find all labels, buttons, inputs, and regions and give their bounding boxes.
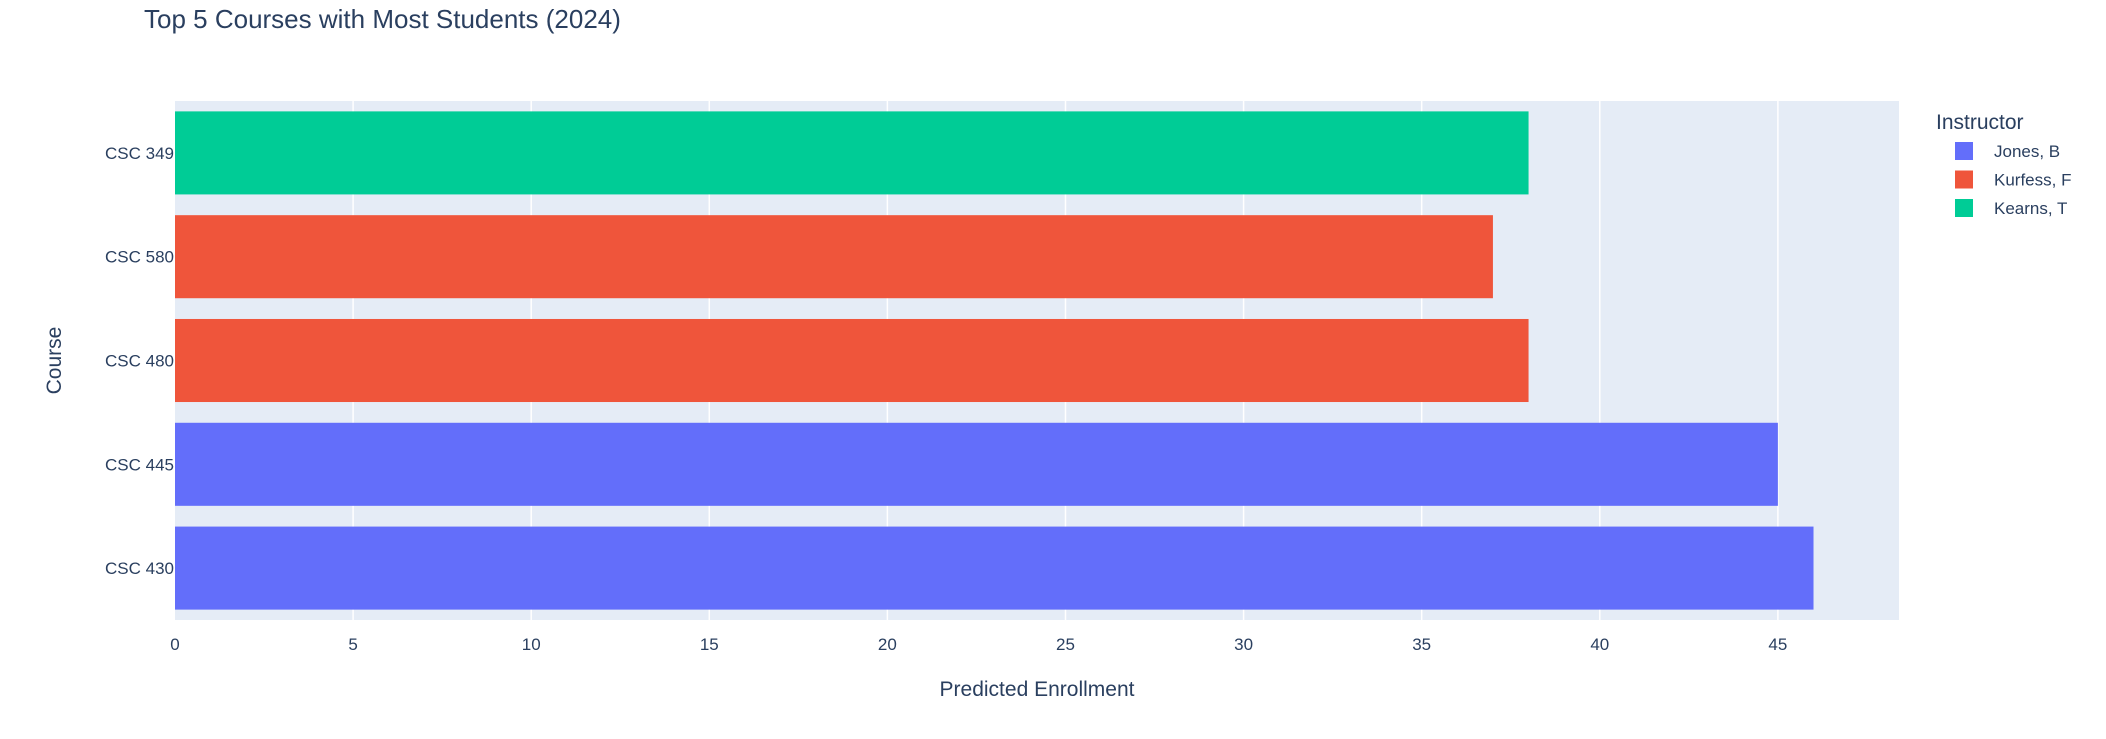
legend-label[interactable]: Kearns, T [1994, 199, 2067, 218]
legend: Instructor Jones, B Kurfess, F Kearns, T [1936, 111, 2071, 218]
x-tick-label: 25 [1056, 635, 1075, 654]
legend-label[interactable]: Kurfess, F [1994, 171, 2071, 190]
y-tick-label: CSC 430 [105, 559, 174, 578]
bars [175, 111, 1814, 610]
y-tick-label: CSC 349 [105, 144, 174, 163]
x-tick-label: 15 [700, 635, 719, 654]
y-axis-title: Course [43, 327, 66, 395]
x-axis-title: Predicted Enrollment [940, 678, 1135, 701]
x-tick-label: 20 [878, 635, 897, 654]
legend-title: Instructor [1936, 111, 2024, 134]
legend-swatch[interactable] [1955, 170, 1973, 189]
x-tick-label: 5 [348, 635, 357, 654]
x-axis-ticks: 0 5 10 15 20 25 30 35 40 45 [170, 635, 1787, 654]
y-axis-ticks: CSC 430 CSC 445 CSC 480 CSC 580 CSC 349 [105, 144, 174, 578]
legend-swatch[interactable] [1955, 199, 1973, 217]
x-tick-label: 35 [1412, 635, 1431, 654]
x-tick-label: 45 [1768, 635, 1787, 654]
x-tick-label: 40 [1590, 635, 1609, 654]
bar-csc-349 [175, 111, 1529, 195]
x-tick-label: 30 [1234, 635, 1253, 654]
bar-csc-430 [175, 526, 1814, 610]
legend-label[interactable]: Jones, B [1994, 142, 2060, 161]
bar-csc-580 [175, 215, 1493, 299]
bar-csc-445 [175, 422, 1778, 506]
bar-csc-480 [175, 318, 1529, 403]
x-tick-label: 0 [170, 635, 179, 654]
legend-swatch[interactable] [1955, 142, 1973, 160]
y-tick-label: CSC 580 [105, 248, 174, 267]
chart-title: Top 5 Courses with Most Students (2024) [144, 4, 621, 34]
y-tick-label: CSC 445 [105, 455, 174, 474]
x-tick-label: 10 [522, 635, 541, 654]
y-tick-label: CSC 480 [105, 352, 174, 371]
